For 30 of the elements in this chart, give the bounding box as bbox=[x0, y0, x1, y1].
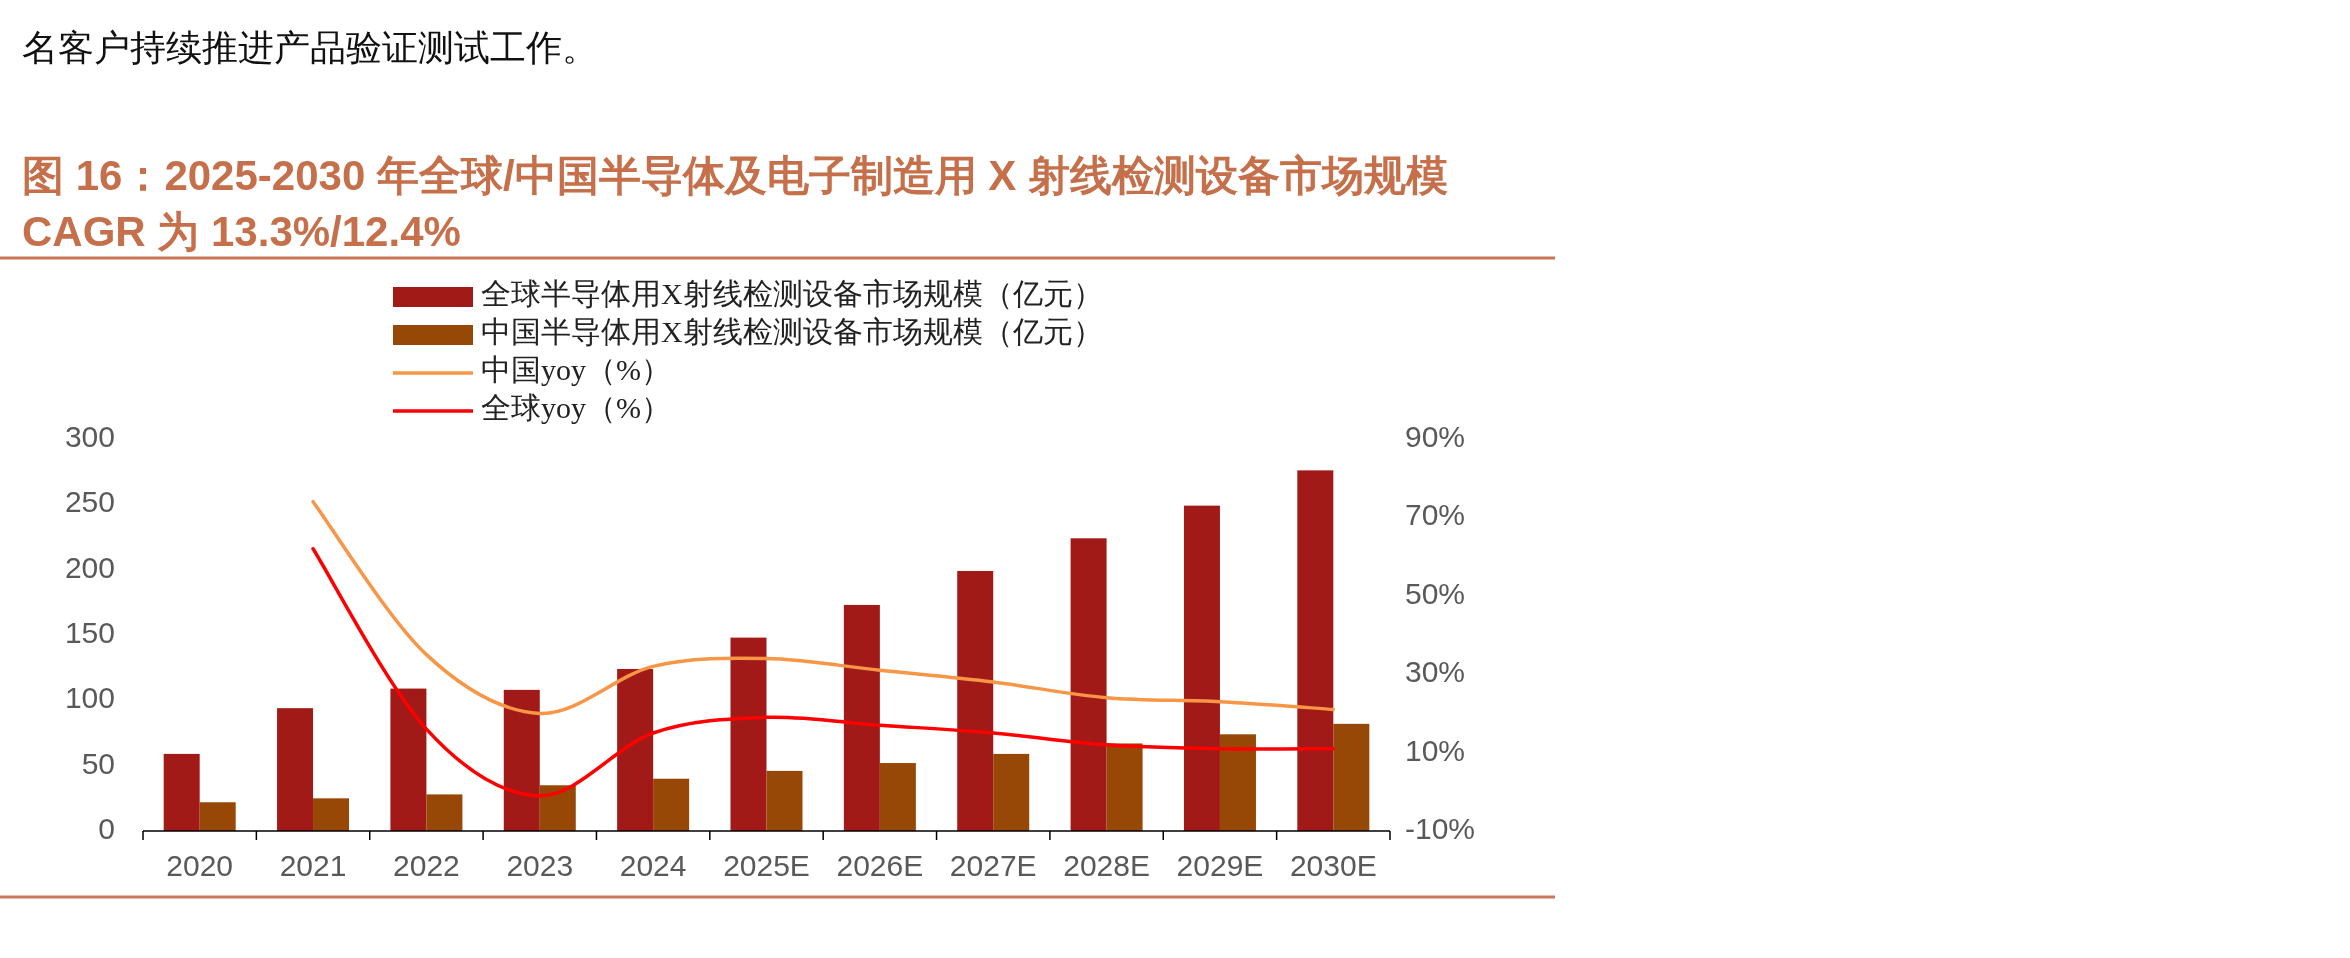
ytick: 100 bbox=[64, 681, 115, 715]
xtick: 2026E bbox=[836, 848, 924, 882]
xtick: 2021 bbox=[279, 848, 347, 882]
y2tick: 50% bbox=[1405, 576, 1466, 610]
ytick: 250 bbox=[64, 485, 115, 519]
xtick: 2025E bbox=[723, 848, 810, 882]
y2tick: 70% bbox=[1405, 498, 1466, 532]
y2tick: -10% bbox=[1405, 811, 1476, 845]
title: 图 16：2025-2030 年全球/中国半导体及电子制造用 X 射线检测设备市场规模 CAGR 为 13.3%/12.4% bbox=[22, 152, 1448, 255]
legend-label: 中国半导体用X射线检测设备市场规模（亿元） bbox=[481, 314, 1103, 348]
xtick: 2030E bbox=[1289, 848, 1377, 882]
annotation: 名客户持续推进产品验证测试工作。 bbox=[22, 28, 598, 68]
ytick: 150 bbox=[64, 615, 115, 649]
xtick: 2024 bbox=[619, 848, 687, 882]
y2tick: 10% bbox=[1405, 733, 1466, 767]
xtick: 2023 bbox=[506, 848, 574, 882]
xtick: 2020 bbox=[166, 848, 234, 882]
legend-label: 中国yoy（%） bbox=[481, 352, 671, 386]
y2tick: 30% bbox=[1405, 655, 1466, 689]
ytick: 50 bbox=[81, 746, 115, 780]
xtick: 2027E bbox=[949, 848, 1037, 882]
xtick: 2022 bbox=[393, 848, 460, 882]
legend-label: 全球半导体用X射线检测设备市场规模（亿元） bbox=[481, 276, 1103, 310]
ytick: 200 bbox=[64, 550, 115, 584]
xtick: 2029E bbox=[1176, 848, 1264, 882]
ytick: 300 bbox=[64, 419, 115, 453]
xtick: 2028E bbox=[1063, 848, 1150, 882]
legend-label: 全球yoy（%） bbox=[481, 390, 671, 424]
ytick: 0 bbox=[98, 811, 115, 845]
y2tick: 90% bbox=[1405, 419, 1466, 453]
